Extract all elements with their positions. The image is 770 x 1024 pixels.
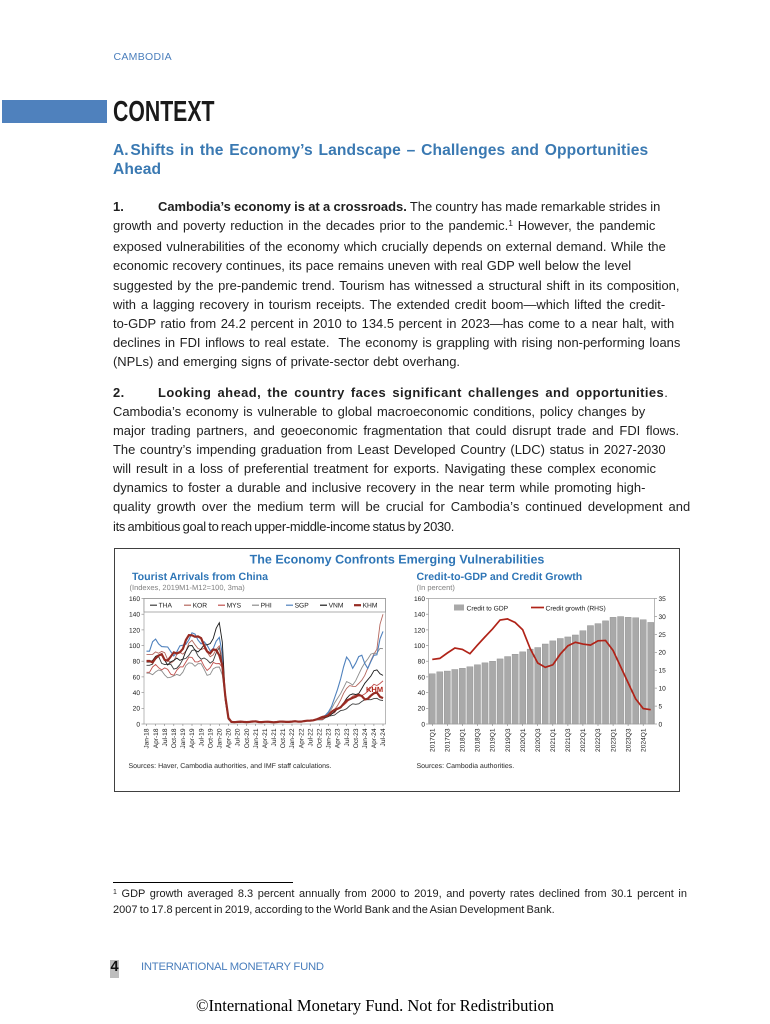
svg-text:60: 60: [417, 674, 425, 681]
svg-text:Sources: Cambodia authorities.: Sources: Cambodia authorities.: [416, 762, 514, 770]
svg-text:Apr-20: Apr-20: [225, 728, 232, 748]
svg-text:Jul-21: Jul-21: [271, 728, 278, 746]
svg-text:2020Q1: 2020Q1: [519, 728, 526, 752]
svg-text:Apr-21: Apr-21: [261, 728, 268, 748]
svg-text:0: 0: [136, 721, 140, 728]
svg-text:2019Q3: 2019Q3: [504, 728, 511, 752]
svg-text:KHM: KHM: [366, 685, 383, 694]
svg-text:THA: THA: [158, 602, 172, 609]
svg-text:Jan-20: Jan-20: [216, 728, 223, 748]
svg-text:SGP: SGP: [294, 602, 309, 609]
svg-text:Sources: Haver, Cambodia autho: Sources: Haver, Cambodia authorities, an…: [128, 762, 331, 770]
svg-text:20: 20: [417, 705, 425, 712]
svg-text:15: 15: [658, 667, 666, 674]
svg-text:120: 120: [413, 627, 424, 634]
svg-text:Oct-22: Oct-22: [316, 728, 323, 748]
svg-text:Jul-24: Jul-24: [380, 728, 387, 746]
svg-text:KOR: KOR: [192, 602, 207, 609]
svg-text:Tourist Arrivals from China: Tourist Arrivals from China: [132, 571, 268, 583]
svg-text:Jul-18: Jul-18: [161, 728, 168, 746]
svg-text:30: 30: [658, 613, 666, 620]
svg-text:2018Q1: 2018Q1: [459, 728, 466, 752]
svg-text:140: 140: [413, 611, 424, 618]
svg-text:2018Q3: 2018Q3: [474, 728, 481, 752]
svg-text:(Indexes, 2019M1-M12=100, 3ma): (Indexes, 2019M1-M12=100, 3ma): [129, 583, 245, 592]
svg-text:Jan-21: Jan-21: [252, 728, 259, 748]
svg-text:2023Q1: 2023Q1: [610, 728, 617, 752]
svg-text:Jul-20: Jul-20: [234, 728, 241, 746]
svg-text:Jul-23: Jul-23: [343, 728, 350, 746]
svg-text:Oct-23: Oct-23: [352, 728, 359, 748]
svg-text:Credit-to-GDP and Credit Growt: Credit-to-GDP and Credit Growth: [416, 571, 582, 583]
svg-text:Credit to GDP: Credit to GDP: [466, 605, 508, 612]
svg-text:MYS: MYS: [226, 602, 241, 609]
svg-text:The Economy Confronts Emerging: The Economy Confronts Emerging Vulnerabi…: [249, 552, 544, 566]
svg-text:35: 35: [658, 595, 666, 602]
svg-text:2017Q3: 2017Q3: [444, 728, 451, 752]
svg-text:Apr-19: Apr-19: [189, 728, 196, 748]
svg-text:2021Q3: 2021Q3: [565, 728, 572, 752]
svg-text:Jan-23: Jan-23: [325, 728, 332, 748]
svg-text:2024Q1: 2024Q1: [640, 728, 647, 752]
svg-text:KHM: KHM: [362, 602, 377, 609]
svg-text:40: 40: [132, 690, 140, 697]
svg-text:Oct-21: Oct-21: [280, 728, 287, 748]
svg-text:0: 0: [421, 721, 425, 728]
svg-text:VNM: VNM: [328, 602, 343, 609]
svg-text:2017Q1: 2017Q1: [429, 728, 436, 752]
svg-text:25: 25: [658, 631, 666, 638]
svg-text:Oct-20: Oct-20: [243, 728, 250, 748]
svg-text:10: 10: [658, 685, 666, 692]
svg-text:Jan-19: Jan-19: [180, 728, 187, 748]
svg-text:Jan-18: Jan-18: [143, 728, 150, 748]
svg-text:Apr-24: Apr-24: [371, 728, 378, 748]
svg-text:Apr-23: Apr-23: [334, 728, 341, 748]
svg-text:Oct-19: Oct-19: [207, 728, 214, 748]
svg-text:2022Q3: 2022Q3: [595, 728, 602, 752]
svg-text:120: 120: [128, 627, 139, 634]
svg-text:2023Q3: 2023Q3: [625, 728, 632, 752]
svg-text:100: 100: [413, 643, 424, 650]
svg-text:2020Q3: 2020Q3: [534, 728, 541, 752]
svg-text:80: 80: [132, 658, 140, 665]
svg-text:(In percent): (In percent): [416, 583, 455, 592]
svg-text:40: 40: [417, 690, 425, 697]
svg-text:160: 160: [128, 595, 139, 602]
svg-text:0: 0: [658, 721, 662, 728]
svg-text:2022Q1: 2022Q1: [580, 728, 587, 752]
svg-text:60: 60: [132, 674, 140, 681]
svg-text:Oct-18: Oct-18: [171, 728, 178, 748]
svg-text:Jan-22: Jan-22: [289, 728, 296, 748]
svg-text:Credit growth (RHS): Credit growth (RHS): [545, 605, 605, 612]
svg-text:160: 160: [413, 595, 424, 602]
svg-text:20: 20: [658, 649, 666, 656]
svg-text:CONTEXT: CONTEXT: [113, 96, 215, 127]
svg-text:Apr-22: Apr-22: [298, 728, 305, 748]
svg-text:Jan-24: Jan-24: [362, 728, 369, 748]
svg-text:100: 100: [128, 643, 139, 650]
svg-text:5: 5: [658, 703, 662, 710]
svg-text:80: 80: [417, 658, 425, 665]
svg-text:Apr-18: Apr-18: [152, 728, 159, 748]
svg-text:140: 140: [128, 611, 139, 618]
svg-text:Jul-19: Jul-19: [198, 728, 205, 746]
svg-text:20: 20: [132, 705, 140, 712]
svg-text:PHI: PHI: [260, 602, 271, 609]
svg-text:2021Q1: 2021Q1: [550, 728, 557, 752]
svg-text:Jul-22: Jul-22: [307, 728, 314, 746]
svg-text:2019Q1: 2019Q1: [489, 728, 496, 752]
